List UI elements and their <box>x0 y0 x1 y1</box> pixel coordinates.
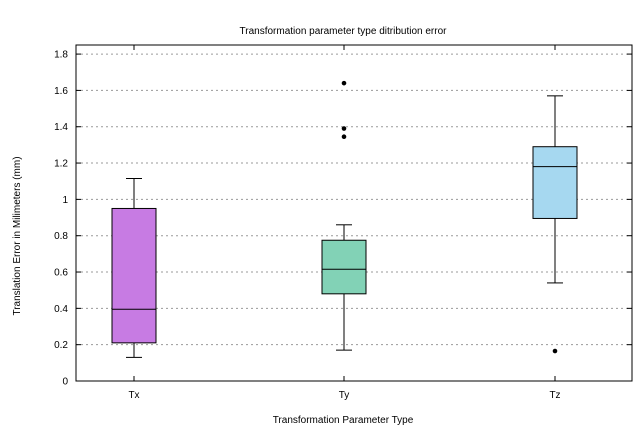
box-tx <box>111 177 157 358</box>
outlier-point <box>341 134 347 140</box>
chart-title: Transformation parameter type ditributio… <box>240 26 448 37</box>
y-tick-label: 0.2 <box>54 340 68 351</box>
box-iqr <box>111 207 157 344</box>
x-tick-label: Tx <box>128 390 139 401</box>
box-iqr <box>532 146 578 219</box>
outlier-point <box>552 348 558 354</box>
box-tz <box>532 95 578 354</box>
x-tick-label: Tz <box>549 390 560 401</box>
y-tick-label: 0.4 <box>54 304 68 315</box>
y-tick-label: 1.6 <box>54 86 68 97</box>
axes: 0 0.2 0.4 0.6 0.8 1 1.2 1.4 1.6 1.8 Tx Ty Tz <box>54 44 633 401</box>
y-tick-label: 0.8 <box>54 231 68 242</box>
y-tick-label: 0 <box>62 377 68 388</box>
y-tick-label: 1.8 <box>54 50 68 61</box>
plot-area <box>111 80 578 358</box>
box-iqr <box>321 239 367 295</box>
x-tick-label: Ty <box>339 390 350 401</box>
plot-frame <box>75 44 633 382</box>
box-ty <box>321 80 367 351</box>
x-axis-label: Transformation Parameter Type <box>273 415 414 426</box>
outlier-point <box>341 126 347 131</box>
y-tick-label: 1.2 <box>54 159 68 170</box>
outlier-point <box>341 80 347 86</box>
y-tick-label: 1 <box>62 195 68 206</box>
y-tick-label: 0.6 <box>54 268 68 279</box>
y-axis-label: Translation Error in Milimeters (mm) <box>12 156 23 315</box>
y-tick-label: 1.4 <box>54 122 68 133</box>
